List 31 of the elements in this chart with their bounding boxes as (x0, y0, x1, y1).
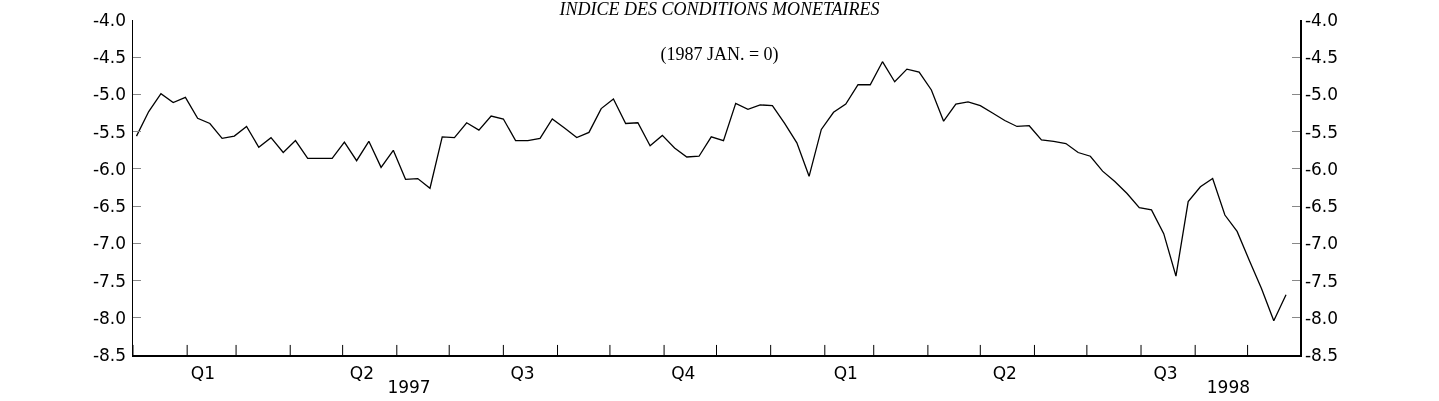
x-tick-label: Q2 (349, 362, 374, 383)
y2-tick-label: -6.5 (1304, 196, 1339, 217)
x-tick-label: Q3 (1153, 362, 1178, 383)
x-tick-label: Q4 (671, 362, 696, 383)
x2-tick-label: 1997 (387, 377, 431, 397)
x-tick-label: Q2 (992, 362, 1017, 383)
chart-title: INDICE DES CONDITIONS MONETAIRES (558, 0, 880, 19)
x-tick-label: Q1 (833, 362, 858, 383)
y-tick-label: -4.0 (92, 9, 127, 30)
y-tick-label: -6.5 (92, 196, 127, 217)
y-tick-label: -7.0 (92, 233, 127, 254)
x-tick-label: Q3 (510, 362, 535, 383)
y2-tick-label: -4.5 (1304, 47, 1339, 68)
x2-tick-label: 1998 (1206, 377, 1250, 397)
y-tick-label: -6.0 (92, 158, 127, 179)
y-tick-label: -8.0 (92, 307, 127, 328)
x-tick-label: Q1 (190, 362, 215, 383)
y2-tick-label: -8.0 (1304, 307, 1339, 328)
y2-tick-label: -7.5 (1304, 270, 1339, 291)
y-tick-label: -7.5 (92, 270, 127, 291)
y-tick-label: -8.5 (92, 344, 127, 365)
y2-tick-label: -7.0 (1304, 233, 1339, 254)
y2-tick-label: -5.0 (1304, 84, 1339, 105)
y2-tick-label: -4.0 (1304, 9, 1339, 30)
y2-tick-label: -5.5 (1304, 121, 1339, 142)
y-tick-label: -5.5 (92, 121, 127, 142)
y2-tick-label: -6.0 (1304, 158, 1339, 179)
y-tick-label: -5.0 (92, 84, 127, 105)
text: (1987 JAN. = 0) (660, 44, 779, 65)
y-tick-label: -4.5 (92, 47, 127, 68)
y2-tick-label: -8.5 (1304, 344, 1339, 365)
